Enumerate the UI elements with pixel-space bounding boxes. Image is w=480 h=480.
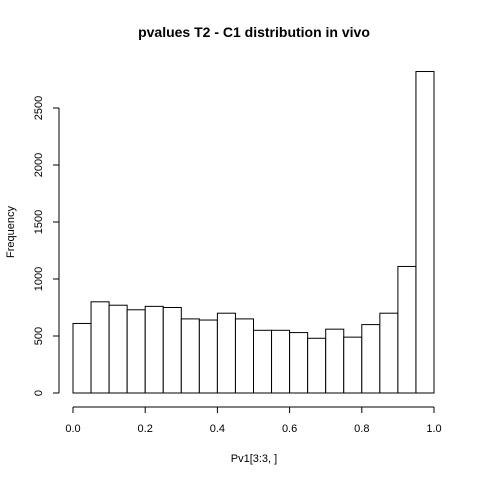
chart-title: pvalues T2 - C1 distribution in vivo [138, 24, 370, 40]
histogram-bar [90, 301, 110, 394]
x-tick-label: 0.8 [354, 423, 369, 435]
histogram-bar [307, 337, 327, 394]
y-axis-label: Frequency [5, 206, 17, 258]
histogram-bar [343, 336, 363, 394]
x-axis: 0.0 0.2 0.4 0.6 0.8 1.0 [65, 406, 442, 435]
x-tick-label: 0.2 [138, 423, 153, 435]
histogram-bar [361, 324, 381, 394]
histogram-bar [108, 304, 128, 394]
histogram-bar [198, 319, 218, 394]
x-tick-label: 1.0 [426, 423, 441, 435]
y-tick-label: 500 [33, 327, 45, 345]
bars-layer [72, 71, 435, 394]
y-axis: 0 500 1000 1500 2000 2500 [33, 96, 60, 396]
histogram-bar [216, 312, 236, 394]
x-axis-label: Pv1[3:3, ] [231, 453, 277, 465]
x-ticks: 0.0 0.2 0.4 0.6 0.8 1.0 [65, 407, 442, 435]
y-tick-label: 1000 [33, 267, 45, 291]
y-ticks: 0 500 1000 1500 2000 2500 [33, 96, 59, 396]
histogram-bar [253, 329, 273, 394]
histogram-bar [289, 332, 309, 394]
histogram-bar [325, 328, 345, 394]
histogram-bar [415, 71, 435, 394]
histogram-bar [162, 307, 182, 394]
x-tick-label: 0.0 [65, 423, 80, 435]
histogram-bar [126, 309, 146, 394]
histogram-bar [271, 329, 291, 394]
y-tick-label: 2000 [33, 153, 45, 177]
histogram-bar [144, 305, 164, 394]
y-tick-label: 1500 [33, 210, 45, 234]
x-tick-label: 0.6 [282, 423, 297, 435]
y-tick-label: 2500 [33, 96, 45, 120]
histogram-bar [397, 265, 417, 394]
histogram-bar [180, 318, 200, 394]
y-tick-label: 0 [33, 390, 45, 396]
histogram-bar [72, 322, 92, 394]
histogram-bar [234, 318, 254, 394]
histogram-bar [379, 312, 399, 394]
x-tick-label: 0.4 [210, 423, 225, 435]
